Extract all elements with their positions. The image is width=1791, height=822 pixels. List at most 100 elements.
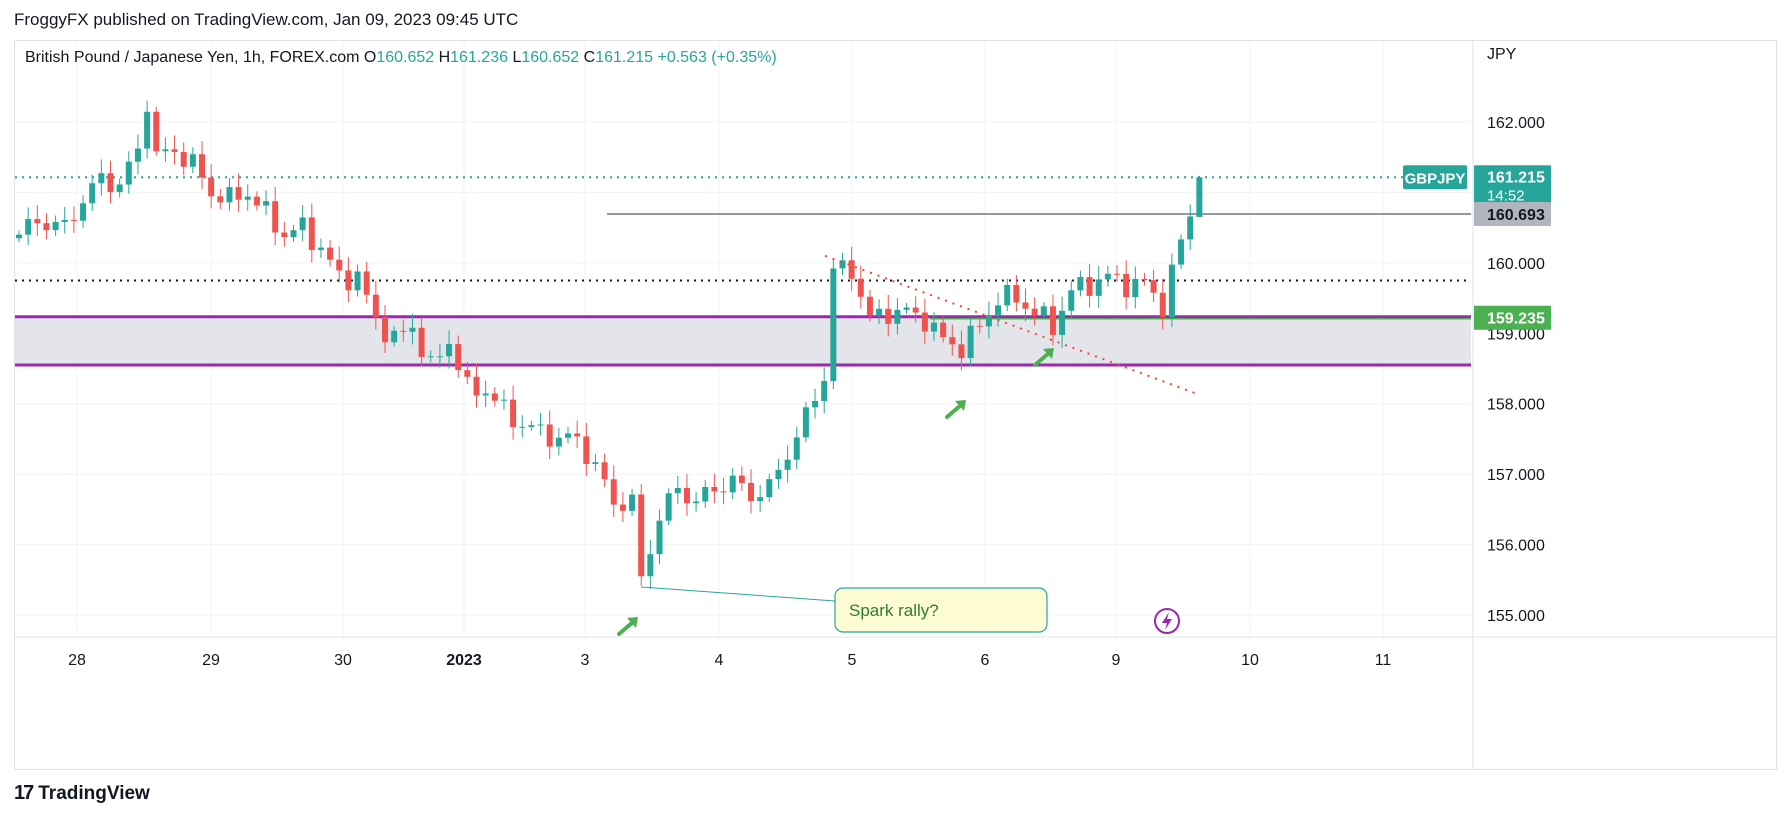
candle-body [757,497,764,502]
candle-body [702,487,709,502]
candle-body [80,203,87,221]
candle-body [619,504,626,511]
candle-body [482,393,489,396]
candle-body [180,151,187,167]
candle-body [802,407,809,438]
x-tick-label: 5 [848,652,857,669]
candle-body [1059,310,1066,335]
candle-body [866,296,873,316]
candle-body [565,433,571,438]
candle-body [766,479,773,498]
candle-body [16,234,22,239]
candle-body [693,501,700,504]
x-tick-label: 28 [68,652,86,669]
candle-body [409,327,416,332]
candle-body [153,111,160,152]
candle-body [308,217,315,251]
candle-body [1168,264,1175,318]
candle-body [638,494,645,577]
symbol-tag-text: GBPJPY [1405,170,1466,187]
candle-body [336,259,343,271]
y-tick-label: 162.000 [1487,115,1545,132]
tradingview-footer[interactable]: 17 TradingView [14,782,150,805]
candle-body [876,308,883,316]
candle-body [885,308,892,324]
candle-body [738,475,745,483]
candle-body [1187,216,1194,240]
candle-body [427,356,434,358]
candle-body [354,271,361,291]
candle-body [299,217,306,231]
footer-brand: TradingView [38,782,150,804]
candle-body [34,219,41,224]
candle-body [391,330,398,343]
candle-body [537,424,544,426]
y-tick-label: 157.000 [1487,467,1545,484]
candle-body [446,344,453,357]
candle-body [464,370,471,377]
candle-body [1022,302,1029,309]
candle-body [1049,306,1056,335]
candle-body [1150,280,1157,293]
candle-body [601,462,608,480]
countdown-text: 14:52 [1487,187,1525,204]
candle-body [253,196,260,206]
candle-body [1114,273,1120,275]
candle-body [793,437,800,460]
candle-body [629,494,636,511]
flash-icon[interactable] [1154,608,1180,634]
callout-pointer [640,586,836,602]
candle-body [894,309,901,324]
candle-body [52,221,59,231]
candlestick-chart[interactable]: Spark rally? JPY 162.000 160.000 159.000 158.… [15,41,1776,769]
callout-text: Spark rally? [849,601,939,620]
candle-body [519,426,526,428]
currency-label: JPY [1487,46,1517,63]
candle-body [1178,239,1185,265]
candle-body [1104,273,1111,280]
candle-body [857,278,864,297]
support-zone [15,316,1471,365]
x-tick-label: 9 [1112,652,1121,669]
candle-body [656,520,663,555]
candle-body [985,315,992,327]
candle-body [436,356,443,358]
candle-body [189,154,196,167]
candle-body [958,344,965,359]
tradingview-logo-icon: 17 [14,782,34,804]
candle-body [674,487,681,494]
zone-price-text: 159.235 [1487,311,1545,328]
candle-body [647,554,654,577]
candle-body [345,270,352,291]
candle-body [528,425,535,427]
x-tick-label: 30 [334,652,352,669]
candle-body [1141,278,1148,281]
green-arrow-icon [1033,348,1054,367]
candle-body [400,330,407,332]
candle-body [1086,277,1093,296]
trendline [824,254,1196,395]
candle-body [272,201,279,233]
symbol-tag [1403,165,1467,190]
y-tick-label: 158.000 [1487,397,1545,414]
callout-box [834,587,1048,633]
last-price-text: 161.215 [1487,169,1545,186]
green-arrow-icon [945,400,966,419]
candle-body [372,294,379,317]
candle-body [949,337,956,345]
candle-body [455,344,462,371]
candle-body [116,184,123,192]
candle-body [125,161,132,185]
candle-body [903,307,910,310]
candle-body [162,149,169,152]
candle-body [1068,290,1075,311]
candle-body [418,327,425,357]
candle-body [226,187,233,203]
candle-body [665,493,672,521]
candle-body [784,459,791,470]
candle-body [98,173,105,184]
y-tick-label: 156.000 [1487,538,1545,555]
candle-body [610,479,617,505]
candle-body [25,219,32,235]
candle-body [821,380,828,401]
